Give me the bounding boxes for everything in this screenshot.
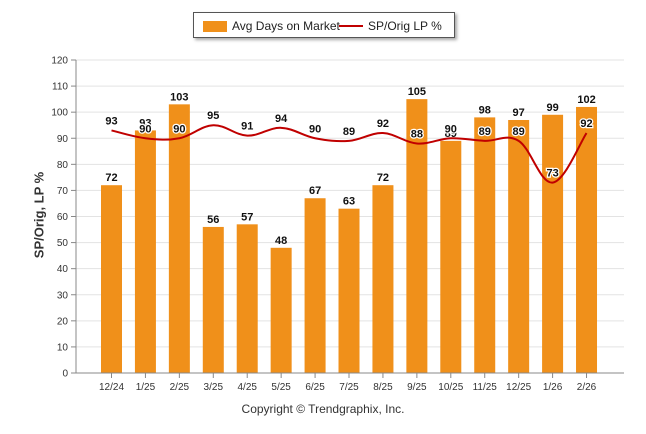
y-tick-label: 90 [57,134,69,145]
line-value-label: 92 [580,118,592,130]
bar-value-label: 72 [105,172,117,184]
bar [101,185,122,373]
bar-value-label: 103 [170,91,188,103]
y-tick-label: 40 [57,264,69,275]
x-tick-label: 8/25 [373,382,393,393]
bar [134,130,156,373]
y-tick-label: 60 [57,212,69,223]
line-value-label: 89 [513,126,525,138]
y-tick-label: 50 [57,238,69,249]
bar [508,119,530,373]
x-tick-label: 5/25 [271,382,291,393]
line-value-label: 90 [445,123,457,135]
bar [304,198,326,373]
bar [576,106,598,373]
bar [440,140,462,373]
bar [474,117,496,373]
line-value-label: 90 [139,123,151,135]
legend-bar-label: Avg Days on Market [232,19,340,33]
line-value-label: 73 [546,168,558,180]
bar [236,224,258,373]
y-tick-label: 70 [57,186,69,197]
bar-value-label: 67 [309,185,321,197]
bar [338,208,360,373]
legend-item-bar[interactable]: Avg Days on Market [203,19,340,33]
bar-value-label: 105 [408,86,426,98]
bar-value-label: 98 [479,104,491,116]
bar [270,247,292,373]
y-axis: 0 10 20 30 40 50 60 70 80 90 100 110 120 [51,56,77,380]
x-axis: 12/24 1/25 2/25 3/25 4/25 5/25 6/25 7/25 8/25 9/2… [76,372,624,393]
x-tick-label: 10/25 [438,382,463,393]
bar-value-label: 72 [377,172,389,184]
x-tick-label: 1/26 [543,382,563,393]
line-series [111,124,588,184]
x-tick-label: 4/25 [237,382,257,393]
y-tick-label: 20 [57,316,69,327]
x-tick-label: 12/25 [506,382,531,393]
bar-value-label: 48 [275,235,287,247]
bar-swatch-icon [203,20,227,32]
copyright-text: Copyright © Trendgraphix, Inc. [241,402,405,416]
y-axis-title: SP/Orig, LP % [31,171,47,259]
bar-value-label: 63 [343,196,355,208]
bar [372,185,394,373]
y-tick-label: 80 [57,160,69,171]
line-value-label: 95 [207,110,219,122]
line-value-label: 90 [309,123,321,135]
bar [406,99,428,373]
x-tick-label: 2/25 [170,382,190,393]
x-tick-label: 3/25 [204,382,224,393]
y-tick-label: 30 [57,290,69,301]
bar-value-label: 102 [577,94,595,106]
legend-item-line[interactable]: SP/Orig LP % [339,19,442,33]
y-tick-label: 120 [51,56,68,67]
bar [542,114,564,374]
x-tick-label: 1/25 [136,382,156,393]
x-tick-label: 2/26 [577,382,597,393]
x-tick-label: 12/24 [99,382,124,393]
bar [168,104,190,373]
bar-series [101,99,598,374]
bar-value-label: 89 [445,128,457,140]
x-tick-label: 9/25 [407,382,427,393]
line-value-label: 93 [105,115,117,127]
line-swatch-icon [339,25,363,27]
line-value-label: 91 [241,121,253,133]
line-value-label: 88 [411,128,423,140]
x-tick-label: 6/25 [305,382,325,393]
line-value-label: 94 [275,113,288,125]
bar-value-label: 99 [546,102,558,114]
y-tick-label: 110 [52,82,68,93]
bar-value-label: 97 [513,107,525,119]
legend: Avg Days on Market SP/Orig LP % [193,12,455,38]
legend-line-label: SP/Orig LP % [368,19,442,33]
bar-value-label: 57 [241,211,253,223]
bar-value-label: 56 [207,214,219,226]
y-tick-label: 10 [57,342,69,353]
bar-value-label: 93 [139,117,151,129]
line-path [111,124,588,184]
line-value-label: 89 [343,126,355,138]
y-tick-label: 0 [62,369,68,380]
bar [202,226,224,373]
x-tick-label: 7/25 [339,382,359,393]
line-value-label: 90 [173,123,185,135]
y-tick-label: 100 [51,108,68,119]
x-tick-label: 11/25 [473,382,498,393]
line-value-label: 92 [377,118,389,130]
line-value-label: 89 [479,126,491,138]
